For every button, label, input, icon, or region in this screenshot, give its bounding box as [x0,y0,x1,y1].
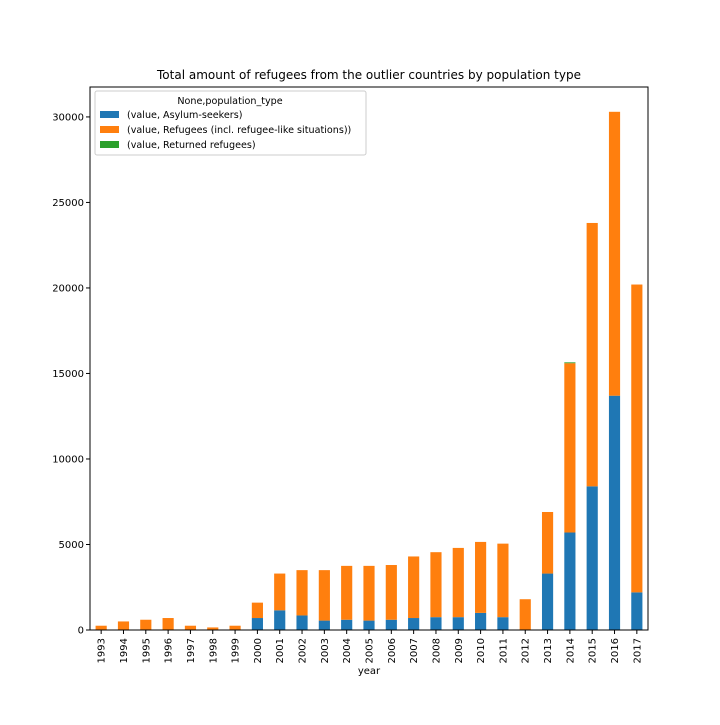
bar-segment-2004-series-1 [341,565,353,620]
bar-segment-2009-series-1 [452,547,464,618]
x-tick-label-2015: 2015 [588,638,599,663]
bar-segment-2013-series-0 [541,573,554,630]
bar-segment-1993-series-1 [95,625,107,630]
legend-box [94,90,367,156]
bar-segment-2014-series-0 [564,532,576,630]
legend-label-2: (value, Returned refugees) [127,140,256,151]
bar-segment-2001-series-1 [274,573,286,611]
chart-title: Total amount of refugees from the outlie… [156,68,581,82]
bar-segment-2008-series-1 [430,552,442,618]
bar-segment-1996-series-1 [162,618,174,630]
bar-segment-2000-series-1 [251,602,263,619]
bar-segment-2002-series-0 [296,615,308,630]
bar-segment-1995-series-1 [140,619,152,630]
bar-segment-2016-series-1 [608,111,621,396]
bar-segment-2011-series-0 [497,617,509,630]
bar-segment-2014-series-1 [564,363,576,533]
bar-segment-1994-series-1 [117,621,130,630]
x-tick-label-2007: 2007 [409,638,420,663]
legend-entries: (value, Asylum-seekers) (value, Refugees … [100,110,351,151]
x-tick-label-2012: 2012 [521,638,532,663]
bar-segment-2007-series-1 [408,556,420,619]
y-tick-label: 20000 [52,283,84,294]
x-tick-label-1999: 1999 [231,638,242,663]
x-tick-label-2005: 2005 [365,638,376,663]
x-tick-label-1994: 1994 [119,638,130,663]
x-tick-label-2017: 2017 [632,638,643,663]
x-tick-label-2009: 2009 [454,638,465,663]
bar-segment-2009-series-0 [452,617,464,630]
bar-segment-2014-series-2 [564,362,576,364]
y-axis: 0 5000 10000 15000 20000 25000 30000 [52,112,90,637]
bar-segment-1999-series-1 [229,625,241,630]
bar-segment-2005-series-1 [363,565,375,621]
y-tick-label: 15000 [52,369,84,380]
bar-segment-2007-series-0 [408,618,420,630]
bar-segment-2017-series-1 [631,284,643,593]
bar-segment-2001-series-0 [274,610,286,630]
x-tick-label-2006: 2006 [387,638,398,663]
x-axis: 1993 1994 1995 1996 1997 1998 1999 2000 2001 2002… [97,630,643,663]
bar-segment-2006-series-0 [385,619,397,630]
x-tick-label-1993: 1993 [97,638,108,663]
y-tick-label: 5000 [59,540,84,551]
bar-segment-2010-series-0 [475,612,487,630]
legend-title: None,population_type [177,96,282,107]
x-tick-label-1995: 1995 [141,638,152,663]
x-tick-label-1996: 1996 [164,638,175,663]
y-tick-label: 25000 [52,198,84,209]
x-tick-label-2002: 2002 [298,638,309,663]
legend-swatch-2 [100,141,119,148]
bar-segment-2011-series-1 [497,543,509,618]
bar-segment-2002-series-1 [296,570,308,616]
bar-segment-2013-series-1 [541,511,554,574]
x-tick-label-1997: 1997 [186,638,197,663]
y-tick-label: 30000 [52,112,84,123]
bar-segment-1998-series-1 [207,627,219,630]
x-tick-label-2016: 2016 [610,638,621,663]
bar-segment-2010-series-1 [475,541,487,613]
legend: None,population_type (value, Asylum-seek… [94,90,367,156]
x-axis-label: year [358,666,381,677]
bar-segment-2005-series-0 [363,620,375,630]
y-tick-label: 10000 [52,454,84,465]
legend-swatch-1 [100,126,119,133]
x-tick-label-2011: 2011 [498,638,509,663]
bar-segment-2004-series-0 [341,619,353,630]
y-tick-label: 0 [78,626,84,637]
bar-segment-2012-series-1 [519,599,531,630]
x-tick-label-2003: 2003 [320,638,331,663]
x-tick-label-2010: 2010 [476,638,487,663]
bar-segment-2003-series-1 [318,570,330,621]
bar-segment-2003-series-0 [318,620,330,630]
bar-segment-2008-series-0 [430,617,442,630]
legend-swatch-0 [100,111,119,118]
bar-segment-1997-series-1 [184,625,197,630]
bar-segment-2006-series-1 [385,565,397,620]
legend-label-1: (value, Refugees (incl. refugee-like sit… [127,125,351,136]
x-tick-label-1998: 1998 [208,638,219,663]
x-tick-label-2004: 2004 [342,638,353,663]
bar-segment-2015-series-1 [586,222,598,487]
bars-layer [95,111,643,630]
x-tick-label-2014: 2014 [565,638,576,663]
bar-segment-2017-series-0 [631,592,643,630]
bar-segment-2000-series-0 [251,618,263,630]
bar-segment-2015-series-0 [586,486,598,630]
x-tick-label-2001: 2001 [275,638,286,663]
x-tick-label-2000: 2000 [253,638,264,663]
x-tick-label-2008: 2008 [431,638,442,663]
bar-segment-2016-series-0 [608,395,621,630]
legend-label-0: (value, Asylum-seekers) [127,110,242,121]
x-tick-label-2013: 2013 [543,638,554,663]
